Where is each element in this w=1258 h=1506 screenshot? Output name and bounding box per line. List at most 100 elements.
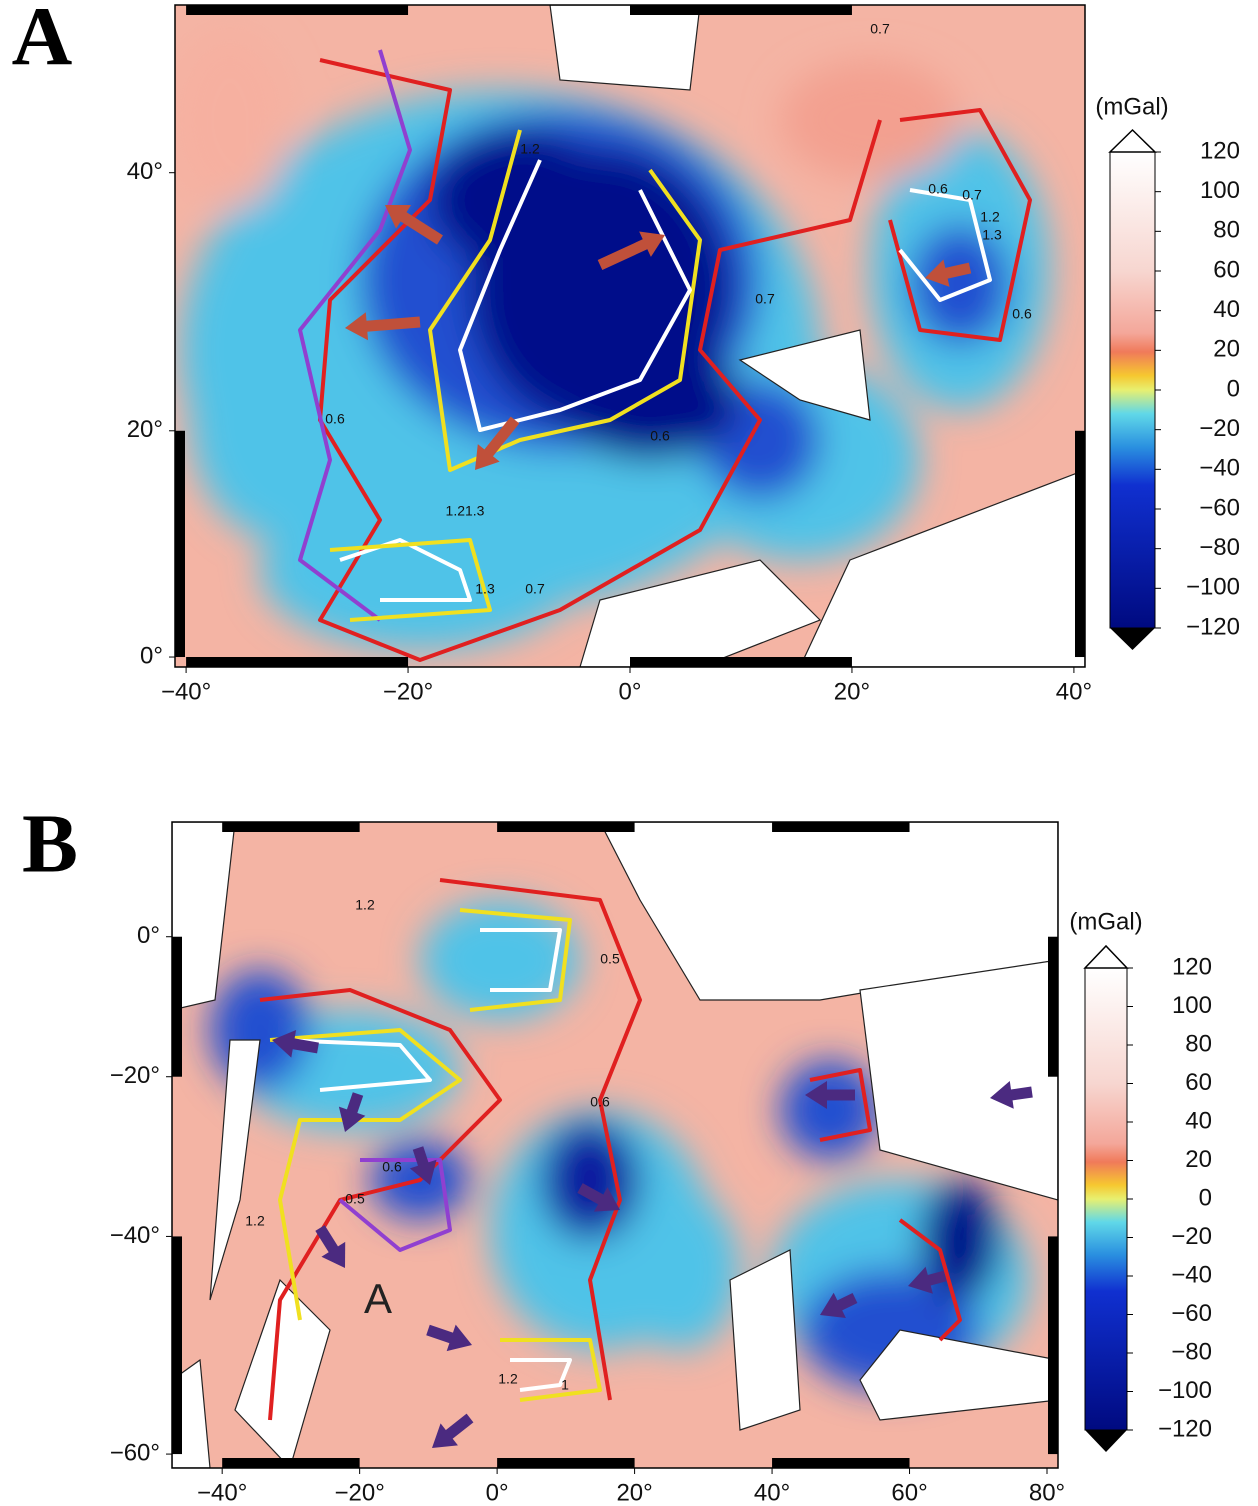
colorbar-tick-label: −20 xyxy=(1171,1223,1212,1250)
motion-arrowhead xyxy=(409,1159,437,1185)
contour-label: 1.2 xyxy=(498,1371,518,1387)
no-data-area xyxy=(738,329,871,421)
colorbar-bottom-cap xyxy=(1085,1430,1127,1452)
contour-label: 1.21.3 xyxy=(446,503,485,519)
anomaly-patch xyxy=(920,1180,1000,1300)
x-tick-label: −20° xyxy=(334,1479,384,1506)
no-data-area xyxy=(859,1329,1058,1421)
colorbar-unit: (mGal) xyxy=(1095,93,1168,120)
frame-bar xyxy=(772,822,910,832)
contour-label: 0.6 xyxy=(382,1159,402,1175)
colorbar-tick-label: 20 xyxy=(1185,1146,1212,1173)
no-data-area xyxy=(234,1278,331,1468)
x-tick-label: 80° xyxy=(1029,1479,1065,1506)
colorbar-tick-label: 20 xyxy=(1213,336,1240,363)
frame-bar xyxy=(186,5,409,15)
colorbar-tick-label: −80 xyxy=(1199,534,1240,561)
y-tick-label: 20° xyxy=(127,416,163,443)
contour-line xyxy=(269,1028,462,1321)
colorbar-tick-label: −40 xyxy=(1171,1261,1212,1288)
colorbar-tick-label: 120 xyxy=(1172,953,1212,980)
anomaly-patch xyxy=(910,225,1010,345)
frame-bar xyxy=(175,430,185,658)
colorbar-tick-label: −20 xyxy=(1199,415,1240,442)
colorbar-tick-label: 80 xyxy=(1185,1030,1212,1057)
colorbar-tick-label: 40 xyxy=(1213,296,1240,323)
contour-line xyxy=(329,538,492,622)
contour-line xyxy=(338,1158,452,1252)
contour-label: 1.3 xyxy=(982,227,1002,243)
colorbar-tick-label: −120 xyxy=(1186,613,1240,640)
anomaly-patch xyxy=(175,30,290,210)
anomaly-patch xyxy=(210,970,310,1090)
motion-arrowhead xyxy=(925,259,950,287)
contour-label: 0.6 xyxy=(325,411,345,427)
y-tick-label: 0° xyxy=(140,642,163,669)
colorbar-tick-label: −100 xyxy=(1158,1377,1212,1404)
motion-arrowhead xyxy=(385,205,412,229)
contour-line xyxy=(439,878,642,1401)
frame-bar xyxy=(630,5,852,15)
x-tick-label: 0° xyxy=(486,1479,509,1506)
anomaly-patch xyxy=(260,490,580,650)
motion-arrow xyxy=(358,316,421,333)
contour-line xyxy=(458,159,692,432)
contour-line xyxy=(459,908,572,1012)
contour-label: 0.7 xyxy=(525,581,545,597)
motion-arrowhead xyxy=(345,312,369,341)
motion-arrowhead xyxy=(272,1029,297,1058)
no-data-area xyxy=(859,959,1058,1201)
map-panel: A1.20.70.6 0.71.21.30.60.70.60.61.21.31.3… xyxy=(12,0,1240,705)
anomaly-patch xyxy=(620,1190,740,1350)
contour-label: 1.2 xyxy=(980,209,1000,225)
x-tick-label: −40° xyxy=(161,678,211,705)
motion-arrow xyxy=(393,207,443,245)
frame-bar xyxy=(497,822,635,832)
map-panel: B 1.2 0.5 0.6 1.2 1 0.5 0.6 1.2 A −40° −20° 0° 20° 40°… xyxy=(22,797,1212,1506)
y-tick-label: 40° xyxy=(127,158,163,185)
x-tick-label: −20° xyxy=(383,678,433,705)
colorbar-tick-label: −100 xyxy=(1186,574,1240,601)
contour-label: 1.2 xyxy=(355,897,375,913)
colorbar-tick-label: 0 xyxy=(1227,375,1240,402)
y-tick-label: −20° xyxy=(110,1062,160,1089)
contour-label: 1.2 xyxy=(245,1213,265,1229)
x-tick-label: 60° xyxy=(891,1479,927,1506)
gravity-map: 1.20.70.6 0.71.21.30.60.70.60.61.21.31.3 0… xyxy=(175,5,1085,667)
frame-bar xyxy=(172,936,182,1077)
contour-label: 0.6 xyxy=(928,181,948,197)
colorbar-tick-label: −60 xyxy=(1199,494,1240,521)
panel-label: A xyxy=(12,0,73,83)
colorbar-tick-label: 120 xyxy=(1200,137,1240,164)
x-tick-label: 0° xyxy=(619,678,642,705)
colorbar-top-cap xyxy=(1108,128,1157,153)
frame-bar xyxy=(497,1458,635,1468)
no-data-area xyxy=(729,1249,801,1431)
motion-arrowhead xyxy=(990,1081,1014,1109)
frame-bar xyxy=(222,1458,360,1468)
contour-line xyxy=(428,129,702,472)
colorbar-tick-label: 60 xyxy=(1213,256,1240,283)
frame-bar xyxy=(772,1458,910,1468)
contour-line xyxy=(318,58,882,662)
contour-label: 1.2 xyxy=(520,141,540,157)
no-data-area xyxy=(799,469,1085,667)
no-data-area xyxy=(599,822,1058,1001)
x-tick-label: 40° xyxy=(1056,678,1092,705)
contour-label: 1.3 xyxy=(475,581,495,597)
colorbar-tick-label: −120 xyxy=(1158,1415,1212,1442)
contour-line xyxy=(480,928,562,992)
contour-label: 0.6 xyxy=(650,428,670,444)
contour-line xyxy=(898,188,992,302)
colorbar-bottom-cap xyxy=(1110,628,1155,650)
x-tick-label: 40° xyxy=(754,1479,790,1506)
y-tick-label: −60° xyxy=(110,1439,160,1466)
x-tick-label: 20° xyxy=(834,678,870,705)
contour-line xyxy=(500,1338,602,1402)
contour-label: 0.5 xyxy=(600,951,620,967)
contour-line xyxy=(259,988,502,1421)
motion-arrowhead xyxy=(593,1187,620,1212)
contour-line xyxy=(809,1068,872,1142)
contour-label: 0.7 xyxy=(870,21,890,37)
